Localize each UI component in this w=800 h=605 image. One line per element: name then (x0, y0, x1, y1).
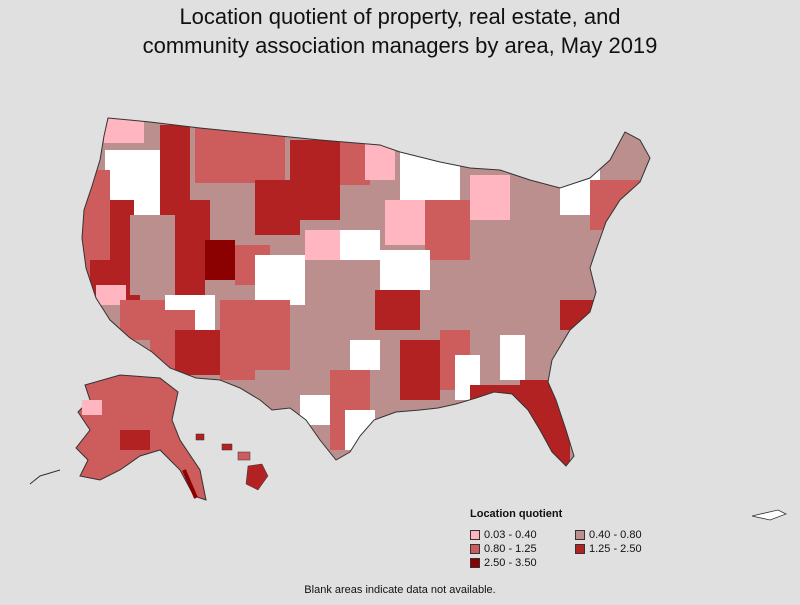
region-wi-nodata (400, 152, 460, 207)
legend-swatch-0 (470, 529, 480, 540)
region-ks (305, 260, 380, 315)
title-line-1: Location quotient of property, real esta… (179, 4, 621, 29)
region-in (425, 200, 470, 260)
region-wy-west (210, 190, 250, 240)
region-wa-west (104, 118, 144, 143)
region-nm (220, 300, 290, 380)
legend-label-2: 0.80 - 1.25 (484, 542, 537, 555)
alaska (29, 374, 207, 501)
legend-item-3: 1.25 - 2.50 (575, 542, 680, 555)
alaska-anchorage (120, 430, 150, 450)
legend-swatch-3 (575, 543, 585, 554)
hawaii-oahu (221, 443, 233, 451)
region-ut (175, 240, 205, 295)
legend-item-4: 2.50 - 3.50 (470, 556, 575, 569)
region-ut-north (175, 200, 210, 240)
aleutians (29, 469, 61, 485)
region-me (600, 130, 650, 180)
legend-label-1: 0.40 - 0.80 (589, 528, 642, 541)
region-tx-nodata-2 (345, 410, 375, 450)
legend-label-4: 2.50 - 3.50 (484, 556, 537, 569)
title-line-2: community association managers by area, … (142, 33, 658, 58)
hawaii-big-island (245, 463, 269, 491)
legend-grid: 0.03 - 0.40 0.40 - 0.80 0.80 - 1.25 1.25… (470, 528, 710, 569)
region-va (510, 250, 570, 290)
hawaii (195, 433, 269, 491)
region-az-south (175, 330, 220, 375)
legend-label-0: 0.03 - 0.40 (484, 528, 537, 541)
legend-item-1: 0.40 - 0.80 (575, 528, 680, 541)
legend-label-3: 1.25 - 2.50 (589, 542, 642, 555)
legend-title: Location quotient (470, 508, 563, 520)
region-mi (470, 175, 510, 220)
map-title: Location quotient of property, real esta… (0, 2, 800, 60)
hawaii-kauai (195, 433, 205, 441)
region-mn (365, 140, 395, 180)
region-ne (305, 230, 345, 260)
region-ga-nodata (500, 335, 525, 380)
region-la (400, 340, 440, 400)
legend: Location quotient 0.03 - 0.40 0.40 - 0.8… (470, 508, 710, 569)
region-ut-core (205, 240, 235, 280)
alaska-panhandle (182, 469, 198, 499)
region-mo-nodata (380, 250, 430, 290)
region-sd (290, 185, 340, 220)
region-il (385, 200, 425, 245)
region-nv (130, 215, 175, 295)
region-tn (430, 280, 500, 320)
region-fl (530, 400, 570, 466)
region-mt (195, 128, 285, 183)
alaska-west (82, 400, 102, 415)
region-ca-small (96, 285, 126, 305)
legend-swatch-2 (470, 543, 480, 554)
legend-swatch-4 (470, 557, 480, 568)
region-ne-states (590, 180, 640, 230)
region-tx-nodata-3 (350, 340, 380, 370)
region-co-nodata (255, 255, 310, 305)
hawaii-maui (237, 451, 251, 461)
region-ar (375, 290, 420, 330)
puerto-rico (751, 509, 787, 521)
footnote: Blank areas indicate data not available. (304, 584, 496, 596)
legend-item-2: 0.80 - 1.25 (470, 542, 575, 555)
legend-item-0: 0.03 - 0.40 (470, 528, 575, 541)
legend-swatch-1 (575, 529, 585, 540)
us-outline (81, 117, 651, 467)
region-nc (560, 300, 600, 330)
region-ia-nodata (340, 230, 380, 260)
